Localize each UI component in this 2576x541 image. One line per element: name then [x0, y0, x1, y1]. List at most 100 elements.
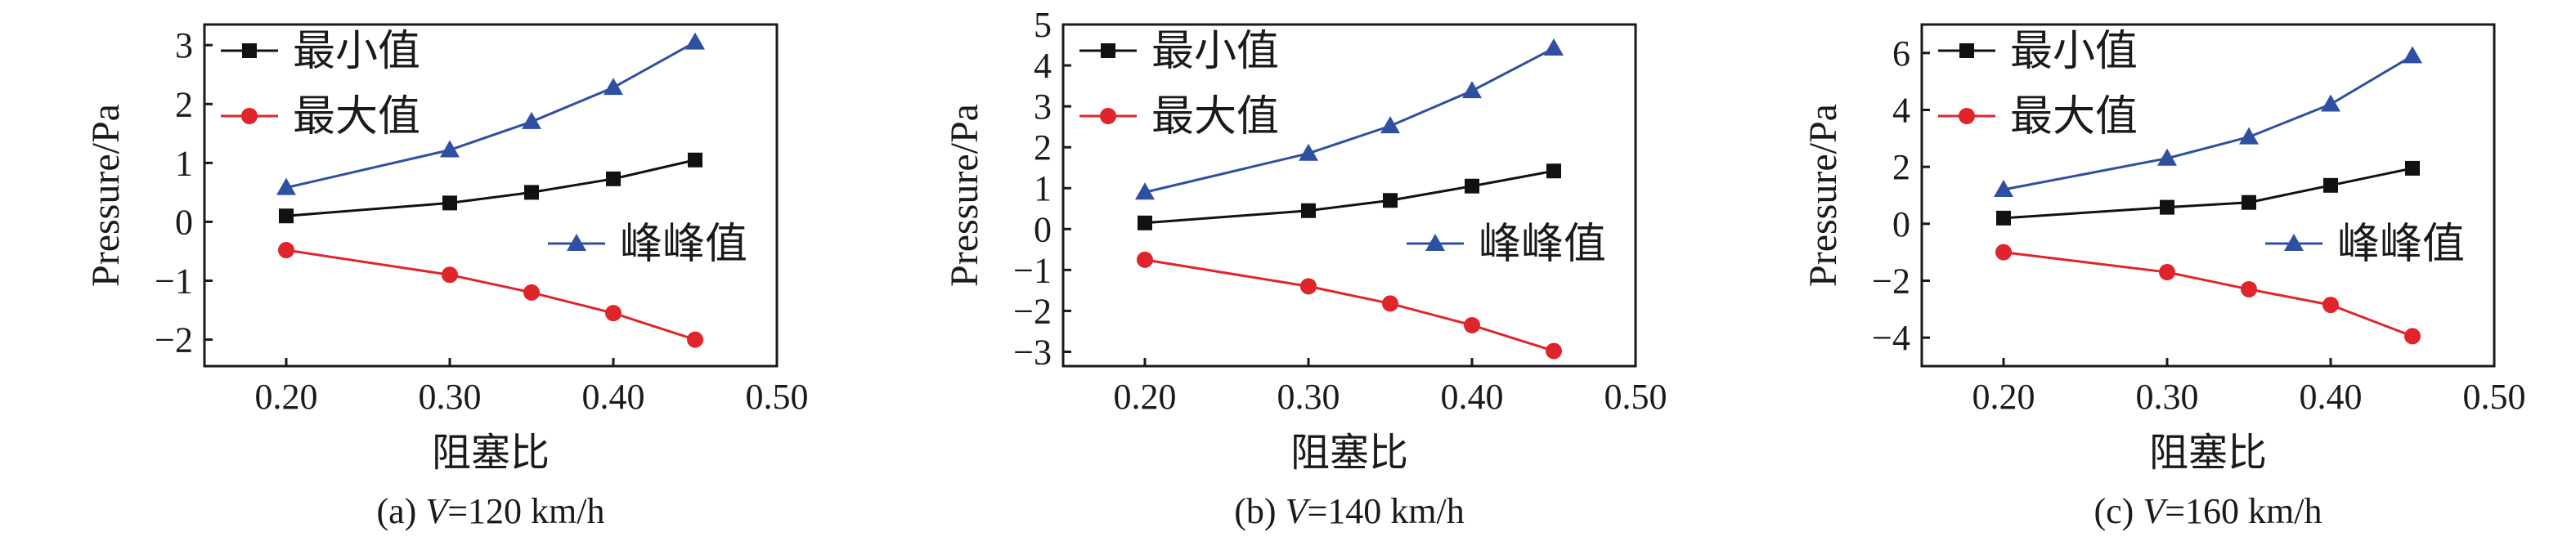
y-tick-label: 1: [1034, 168, 1052, 208]
data-point: [442, 195, 457, 211]
data-point: [2405, 160, 2420, 176]
y-tick-label: −1: [155, 262, 193, 302]
data-point: [1382, 295, 1398, 312]
data-point: [2322, 297, 2339, 314]
legend-label: 峰峰值: [2337, 221, 2465, 268]
legend-entry: 峰峰值: [1407, 221, 1606, 268]
chart-panel-a: 0.20 0.30 0.40 0.50 −2 −1 0 1 2 3 Pressure/Pa 阻塞比 (a…: [84, 23, 809, 531]
data-point: [278, 242, 294, 259]
legend-marker: [242, 43, 257, 58]
series-line: [1144, 258, 1555, 352]
y-tick-label: 2: [175, 84, 193, 124]
panel-a: 0.20 0.30 0.40 0.50 −2 −1 0 1 2 3 Pressure/Pa 阻塞比 (a…: [0, 0, 859, 541]
legend-entry: 最大值: [1079, 94, 1279, 141]
data-point: [279, 208, 294, 224]
x-tick-label: 0.30: [1277, 377, 1340, 417]
data-point: [1994, 180, 2013, 198]
data-point: [2160, 199, 2174, 215]
panel-c: 0.20 0.30 0.40 0.50 −4 −2 0 2 4 6 Pressure/Pa 阻塞比 (c…: [1717, 0, 2576, 541]
y-tick-label: −3: [1013, 332, 1052, 372]
y-tick-label: 2: [1034, 127, 1052, 168]
legend-marker: [241, 108, 258, 124]
y-tick-label: −2: [1013, 291, 1052, 331]
data-point: [2321, 94, 2340, 112]
y-tick-label: 0: [1034, 209, 1052, 249]
data-point: [1462, 81, 1482, 99]
series-circle: [1137, 251, 1562, 360]
data-point: [1996, 210, 2011, 226]
data-point: [606, 171, 621, 186]
legend-entry: 最大值: [1938, 94, 2138, 141]
data-point: [1995, 244, 2012, 261]
legend-label: 最小值: [2010, 29, 2138, 75]
data-point: [1546, 342, 1562, 360]
legend-label: 最大值: [2010, 94, 2138, 141]
x-axis-label: 阻塞比: [1290, 431, 1408, 475]
y-tick-label: −2: [155, 320, 193, 360]
y-axis-label: Pressure/Pa: [1802, 104, 1845, 287]
data-point: [442, 266, 458, 284]
plot-frame: [1061, 23, 1637, 368]
data-point: [2323, 177, 2338, 193]
data-point: [1135, 182, 1155, 200]
data-point: [687, 331, 703, 348]
data-point: [1380, 116, 1400, 134]
data-point: [1464, 316, 1480, 333]
plot-frame: [203, 23, 779, 368]
legend-entry: 峰峰值: [548, 221, 747, 268]
series-line: [2003, 167, 2413, 220]
series-square: [1996, 160, 2420, 226]
data-point: [2159, 264, 2175, 281]
y-tick-label: 0: [175, 202, 193, 242]
data-point: [524, 185, 539, 200]
x-tick-label: 0.20: [1114, 377, 1177, 417]
data-point: [1137, 251, 1153, 268]
data-point: [604, 78, 623, 96]
x-tick-label: 0.50: [1604, 377, 1667, 417]
series-line: [285, 159, 696, 217]
panel-caption-a: (a) V=120 km/h: [377, 491, 605, 531]
x-tick-label: 0.30: [419, 377, 482, 417]
y-tick-label: 2: [1892, 147, 1910, 187]
x-tick-label: 0.40: [2300, 377, 2363, 417]
data-point: [2157, 148, 2177, 166]
legend-marker: [1959, 108, 1975, 124]
legend-label: 最小值: [1151, 29, 1279, 75]
plot-frame: [1920, 23, 2496, 368]
x-tick-label: 0.40: [1441, 377, 1504, 417]
legend-marker: [1425, 234, 1445, 251]
series-square: [1138, 163, 1561, 230]
x-tick-label: 0.30: [2136, 377, 2199, 417]
data-point: [685, 32, 705, 50]
x-axis-label: 阻塞比: [432, 431, 550, 475]
legend-marker: [2284, 234, 2304, 251]
y-tick-label: 4: [1892, 91, 1910, 131]
x-tick-label: 0.20: [1972, 377, 2035, 417]
y-tick-label: 5: [1034, 5, 1052, 45]
legend-label: 最大值: [293, 94, 420, 141]
legend-marker: [1100, 108, 1116, 124]
x-tick-label: 0.50: [2463, 377, 2526, 417]
series-circle: [1995, 244, 2421, 345]
x-tick-label: 0.40: [582, 377, 645, 417]
data-point: [1138, 215, 1152, 230]
chart-panel-c: 0.20 0.30 0.40 0.50 −4 −2 0 2 4 6 Pressure/Pa 阻塞比 (c…: [1802, 23, 2526, 531]
data-point: [2241, 280, 2257, 297]
data-point: [2403, 46, 2422, 64]
data-point: [1465, 178, 1479, 194]
y-tick-label: 0: [1892, 204, 1910, 244]
y-tick-label: −4: [1872, 318, 1910, 358]
legend-entry: 最小值: [221, 29, 420, 75]
y-tick-label: −2: [1872, 262, 1910, 302]
series-circle: [278, 242, 703, 348]
legend-label: 最小值: [293, 29, 420, 75]
data-point: [688, 152, 702, 168]
legend-entry: 最小值: [1938, 29, 2138, 75]
data-point: [1383, 193, 1398, 208]
data-point: [605, 305, 622, 322]
legend-label: 最大值: [1151, 94, 1279, 141]
y-axis-label: Pressure/Pa: [943, 104, 986, 287]
series-triangle: [1135, 38, 1564, 200]
